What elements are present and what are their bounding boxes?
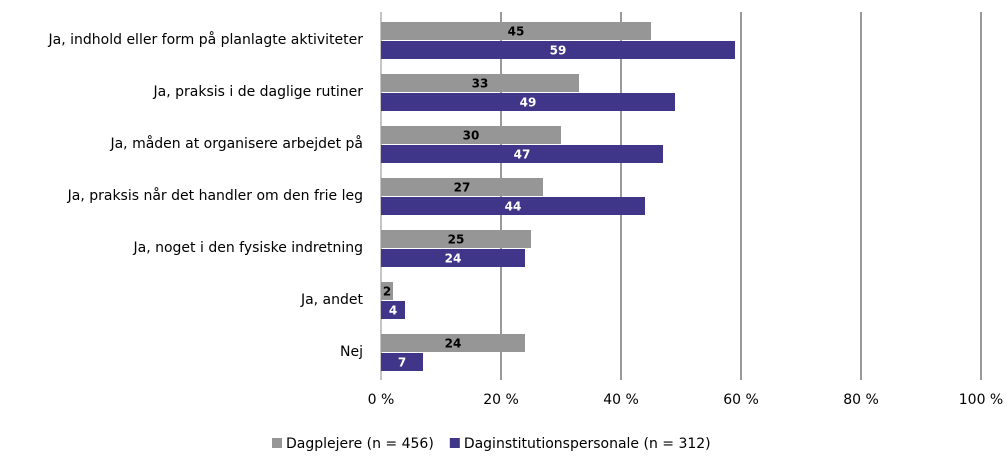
bar bbox=[381, 334, 525, 352]
value-label: 44 bbox=[505, 200, 522, 214]
x-tick-label: 100 % bbox=[959, 392, 1003, 408]
bar bbox=[381, 93, 675, 111]
value-label: 27 bbox=[454, 181, 471, 195]
value-label: 24 bbox=[445, 252, 462, 266]
value-label: 2 bbox=[383, 285, 391, 299]
category-label: Ja, måden at organisere arbejdet på bbox=[109, 135, 363, 152]
legend-label: Daginstitutionspersonale (n = 312) bbox=[464, 436, 711, 452]
value-label: 59 bbox=[550, 44, 567, 58]
category-label: Ja, praksis i de daglige rutiner bbox=[153, 84, 364, 100]
bar bbox=[381, 230, 531, 248]
category-label: Ja, andet bbox=[300, 292, 364, 308]
value-label: 30 bbox=[463, 129, 480, 143]
category-label: Nej bbox=[340, 344, 363, 360]
bar bbox=[381, 145, 663, 163]
bar bbox=[381, 178, 543, 196]
bar bbox=[381, 353, 423, 371]
value-label: 33 bbox=[472, 77, 489, 91]
value-label: 4 bbox=[389, 304, 397, 318]
category-label: Ja, noget i den fysiske indretning bbox=[133, 240, 364, 256]
value-label: 24 bbox=[445, 337, 462, 351]
bar bbox=[381, 41, 735, 59]
bar bbox=[381, 74, 579, 92]
x-tick-label: 0 % bbox=[368, 392, 395, 408]
bar bbox=[381, 126, 561, 144]
value-label: 7 bbox=[398, 356, 406, 370]
category-label: Ja, indhold eller form på planlagte akti… bbox=[48, 31, 364, 48]
value-label: 49 bbox=[520, 96, 537, 110]
bar bbox=[381, 301, 405, 319]
category-label: Ja, praksis når det handler om den frie … bbox=[67, 187, 363, 204]
legend-label: Dagplejere (n = 456) bbox=[286, 436, 434, 452]
value-label: 45 bbox=[508, 25, 525, 39]
x-tick-label: 80 % bbox=[843, 392, 879, 408]
legend-swatch bbox=[449, 438, 460, 448]
bar bbox=[381, 282, 393, 300]
bar bbox=[381, 22, 651, 40]
bar bbox=[381, 197, 645, 215]
x-tick-label: 60 % bbox=[723, 392, 759, 408]
value-label: 25 bbox=[448, 233, 465, 247]
x-tick-label: 20 % bbox=[483, 392, 519, 408]
x-tick-label: 40 % bbox=[603, 392, 639, 408]
legend-swatch bbox=[272, 438, 282, 448]
value-label: 47 bbox=[514, 148, 531, 162]
bar bbox=[381, 249, 525, 267]
